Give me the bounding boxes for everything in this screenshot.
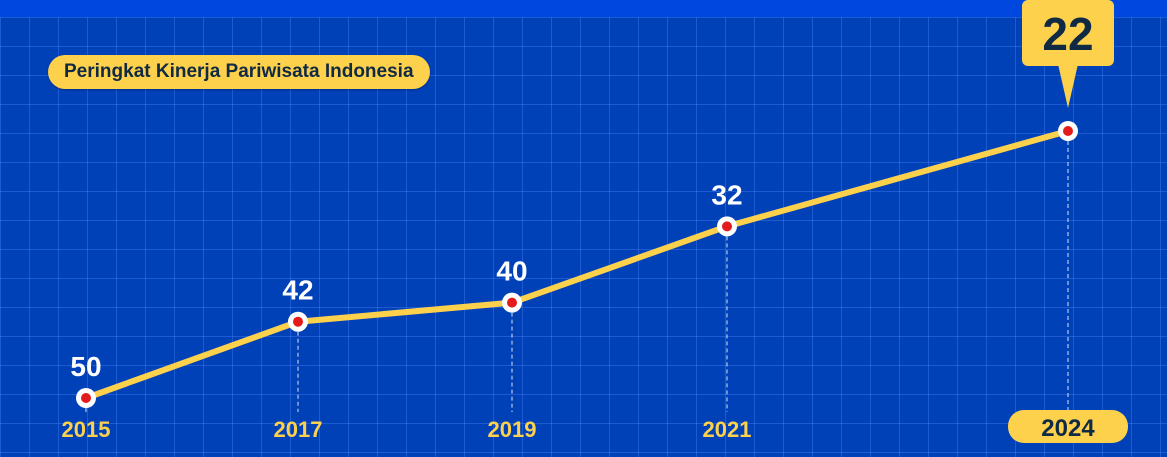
callout-box [1022, 0, 1114, 66]
series-line [84, 128, 1069, 401]
chart-title: Peringkat Kinerja Pariwisata Indonesia [48, 55, 430, 89]
data-point-center [507, 297, 517, 308]
callout-pointer [1058, 64, 1078, 108]
highlight-year-pill [1008, 410, 1128, 443]
data-label: 40 [496, 256, 527, 287]
callout-value: 22 [1042, 8, 1093, 60]
x-tick-label: 2017 [274, 417, 323, 442]
x-tick-label: 2021 [703, 417, 752, 442]
data-label: 32 [711, 179, 742, 210]
data-point-center [1063, 125, 1073, 136]
data-point-center [293, 316, 303, 327]
x-tick-label-highlight: 2024 [1041, 415, 1095, 442]
data-label: 50 [70, 351, 101, 382]
x-tick-label: 2019 [488, 417, 537, 442]
background-grid [0, 17, 1167, 457]
data-point-center [81, 393, 91, 403]
x-tick-label: 2015 [62, 417, 111, 442]
top-bar [0, 0, 1167, 17]
data-point-center [722, 221, 732, 232]
data-label: 42 [282, 275, 313, 306]
